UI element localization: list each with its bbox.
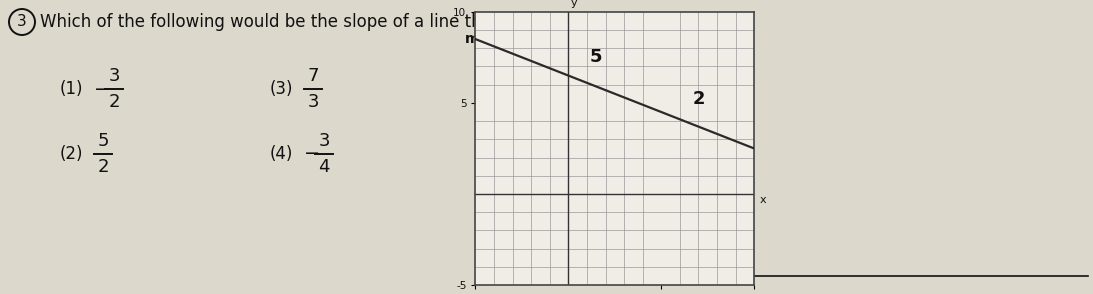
Text: 7: 7	[307, 67, 319, 85]
Text: m: m	[465, 32, 479, 46]
Text: 5: 5	[590, 48, 602, 66]
Text: (4): (4)	[270, 145, 293, 163]
Text: 5: 5	[97, 132, 108, 150]
Text: 2: 2	[97, 158, 108, 176]
Text: 2: 2	[692, 90, 705, 108]
Text: (1): (1)	[60, 80, 83, 98]
Text: m: m	[573, 13, 590, 31]
Text: x: x	[760, 195, 766, 205]
Text: 3: 3	[318, 132, 330, 150]
Text: shown graphed?: shown graphed?	[581, 13, 725, 31]
Text: 2: 2	[108, 93, 120, 111]
Text: (3): (3)	[270, 80, 294, 98]
Text: 4: 4	[318, 158, 330, 176]
Text: 3: 3	[307, 93, 319, 111]
Text: −: −	[94, 79, 110, 98]
Text: Which of the following would be the slope of a line that is perpendicular to lin: Which of the following would be the slop…	[40, 13, 700, 31]
Text: 3: 3	[17, 14, 27, 29]
Text: −: −	[304, 144, 320, 163]
Text: (2): (2)	[60, 145, 83, 163]
Text: 3: 3	[108, 67, 120, 85]
Text: y: y	[571, 0, 577, 8]
